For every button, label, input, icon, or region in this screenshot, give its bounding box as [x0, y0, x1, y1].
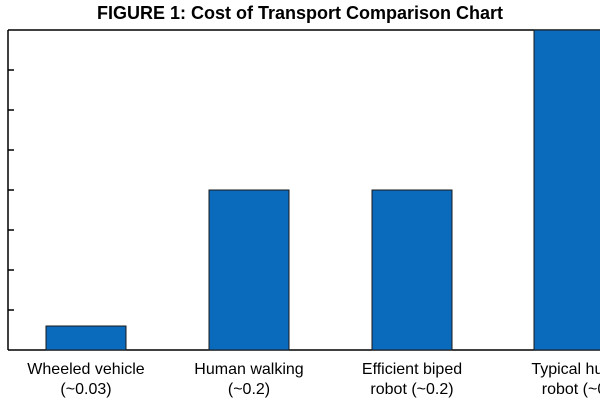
- category-label: robot (~0.2): [370, 381, 453, 398]
- category-label: Efficient biped: [362, 361, 462, 378]
- category-label: Typical hum: [531, 361, 600, 378]
- chart-axes: [7, 29, 600, 351]
- bar-1: [208, 189, 290, 351]
- chart-category-labels: Wheeled vehicle (~0.03) Human walking (~0.2…: [27, 361, 600, 398]
- category-label: (~0.03): [60, 381, 111, 398]
- category-label: robot (~0: [542, 381, 600, 398]
- bar-2: [371, 189, 453, 351]
- bar-0: [45, 325, 127, 351]
- bar-3: [533, 29, 600, 351]
- chart-title: FIGURE 1: Cost of Transport Comparison C…: [96, 3, 504, 23]
- category-label: (~0.2): [228, 381, 270, 398]
- chart-bars: [45, 29, 600, 351]
- category-label: Human walking: [194, 361, 303, 378]
- category-label: Wheeled vehicle: [27, 361, 145, 378]
